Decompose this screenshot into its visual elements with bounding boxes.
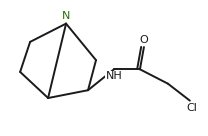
Text: N: N (62, 11, 70, 21)
Text: NH: NH (106, 72, 122, 81)
Text: Cl: Cl (186, 103, 197, 113)
Text: O: O (140, 35, 148, 45)
